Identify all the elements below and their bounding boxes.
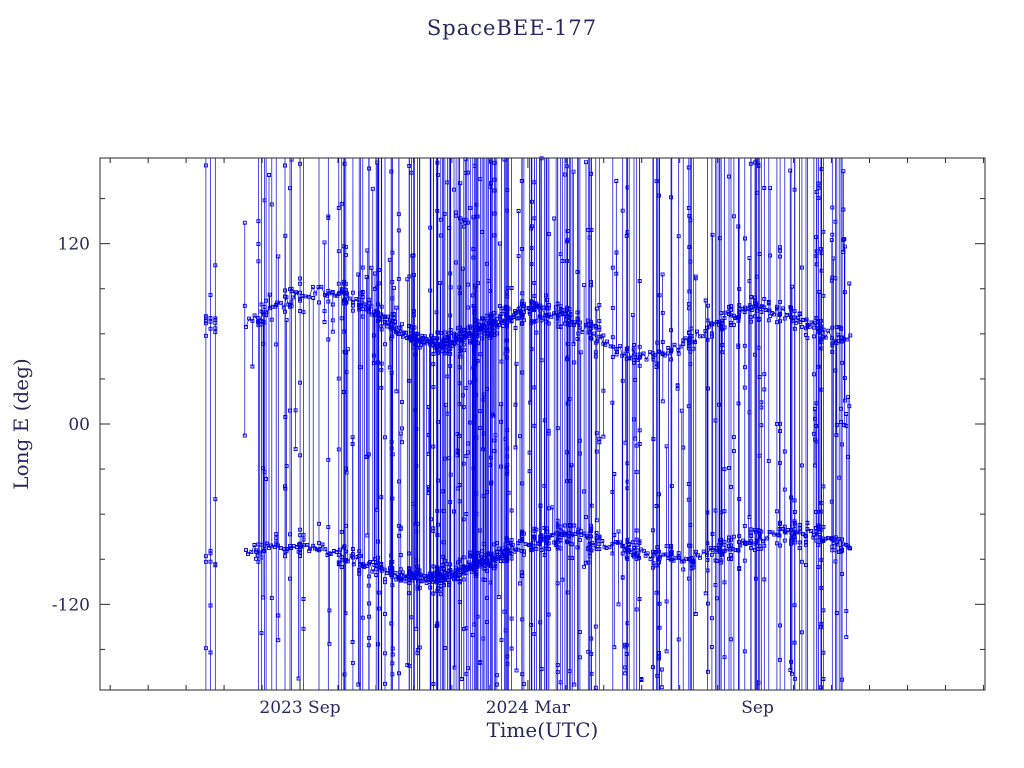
x-tick-label: 2023 Sep: [259, 698, 340, 718]
longitude-trace-markers: [203, 156, 853, 690]
plot-frame: [99, 157, 986, 691]
y-tick-label: -120: [52, 595, 90, 615]
longitude-trace-lines: [205, 158, 851, 690]
x-axis-label: Time(UTC): [486, 718, 599, 742]
y-tick-label: 00: [68, 415, 90, 435]
chart-title: SpaceBEE-177: [426, 16, 598, 40]
y-tick-label: 120: [58, 235, 90, 255]
x-tick-label: Sep: [741, 698, 774, 718]
x-tick-label: 2024 Mar: [486, 698, 571, 718]
